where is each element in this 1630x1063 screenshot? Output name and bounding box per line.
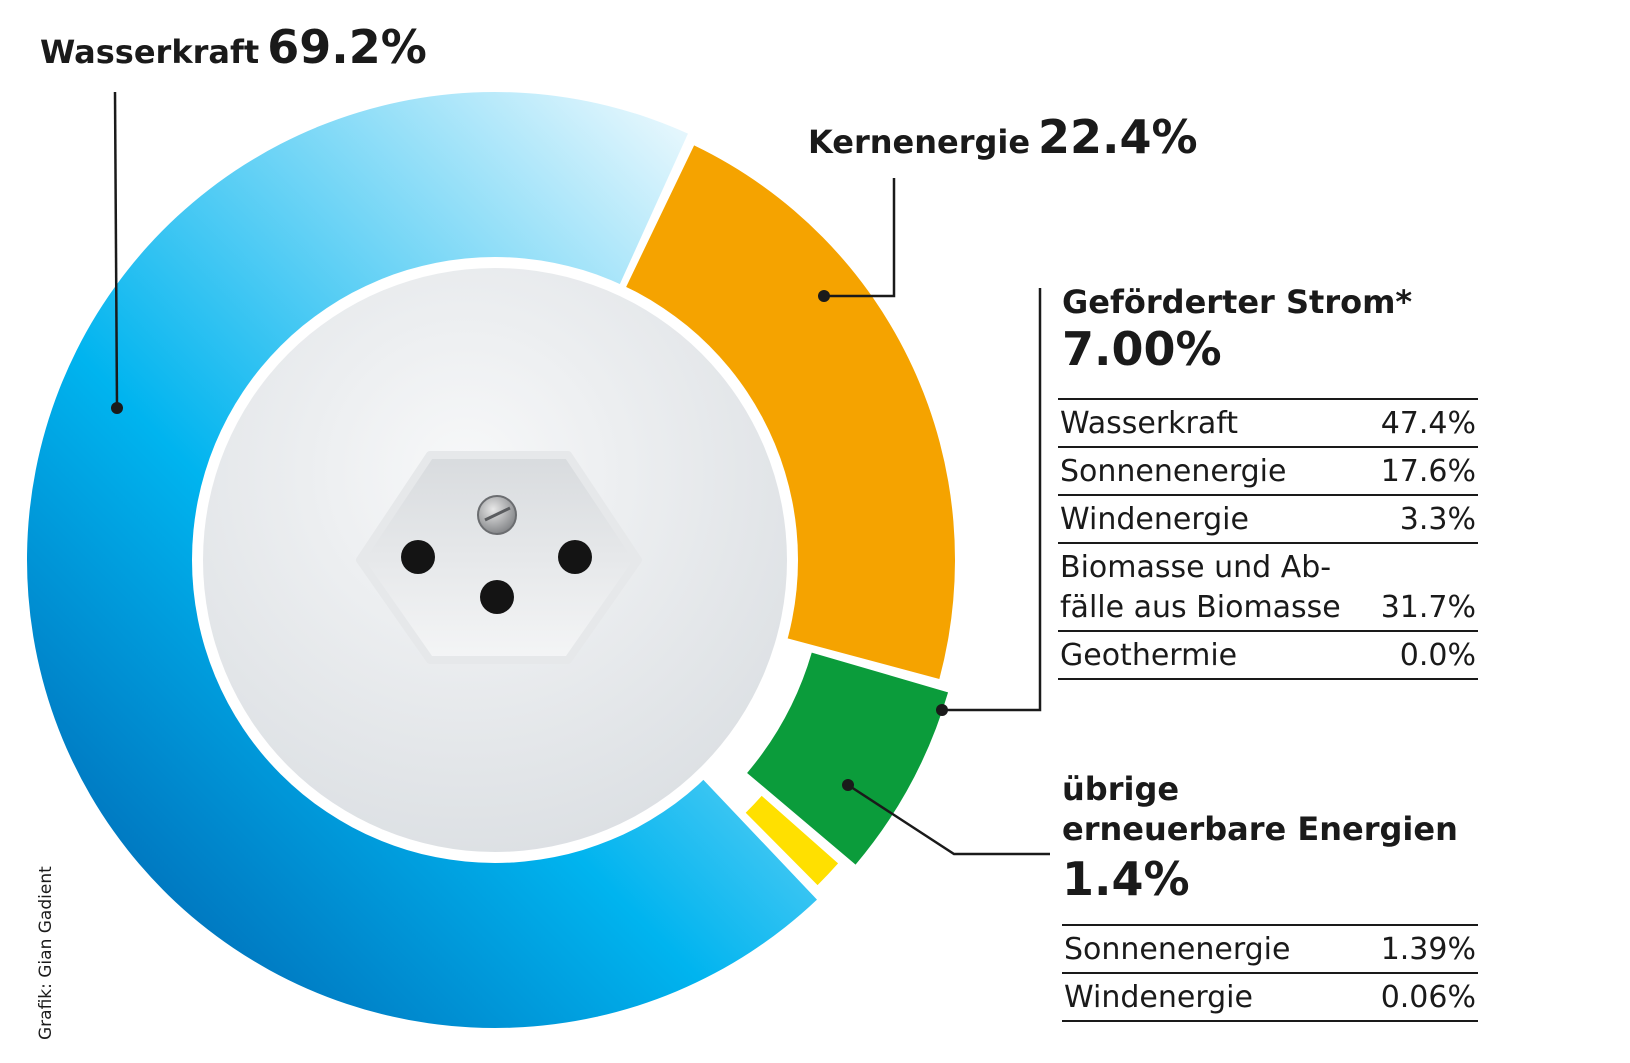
gefoerderter-strom-row-name: Wasserkraft [1060,406,1239,441]
uebrige-erneuerbare-row-value: 1.39% [1380,932,1476,967]
gefoerderter-strom-row-name: Geothermie [1060,638,1238,673]
socket-recess [356,451,642,664]
socket-screw-slot [484,506,511,522]
label-uebrige-title-line1: übrige [1062,770,1180,808]
slice-gefoerderter-strom [747,652,949,865]
leader-dot-wasserkraft [111,402,123,414]
leader-uebrige [847,783,1050,856]
leader-lines [111,91,1050,856]
slice-uebrige-erneuerbare [745,795,839,886]
breakdown-table-gefoerderter-strom: Wasserkraft 47.4% Sonnenenergie 17.6% Winden… [1058,398,1478,680]
leader-gefoerderter-strom [942,288,1042,712]
label-uebrige-title-line2: erneuerbare Energien [1062,810,1458,848]
gefoerderter-strom-row-name: Windenergie [1060,502,1249,537]
label-wasserkraft-name: Wasserkraft [40,33,260,71]
leader-dot-gefoerderter-strom [936,704,948,716]
leader-kernenergie [824,178,896,298]
breakdown-table-uebrige-erneuerbare: Sonnenenergie 1.39% Windenergie 0.06% [1062,924,1478,1022]
uebrige-erneuerbare-row: Sonnenenergie 1.39% [1062,926,1478,974]
leader-dot-kernenergie [818,290,830,302]
label-wasserkraft: Wasserkraft 69.2% [40,20,427,74]
uebrige-erneuerbare-row-name: Sonnenenergie [1064,932,1291,967]
gefoerderter-strom-row: Windenergie 3.3% [1058,496,1478,544]
gefoerderter-strom-row-value: 3.3% [1399,502,1476,537]
socket-pin-right [558,540,592,574]
label-kernenergie: Kernenergie 22.4% [808,110,1198,164]
label-kernenergie-value: 22.4% [1038,110,1198,164]
gefoerderter-strom-row-name: Biomasse und Ab- fälle aus Biomasse [1060,550,1341,625]
gefoerderter-strom-row-value: 47.4% [1380,406,1476,441]
gefoerderter-strom-row: Wasserkraft 47.4% [1058,400,1478,448]
leader-wasserkraft [113,91,119,409]
label-uebrige-value: 1.4% [1062,852,1190,906]
uebrige-erneuerbare-row: Windenergie 0.06% [1062,974,1478,1022]
uebrige-erneuerbare-row-value: 0.06% [1380,980,1476,1015]
slice-wasserkraft [27,92,817,1028]
gefoerderter-strom-row-value: 0.0% [1399,638,1476,673]
gefoerderter-strom-row: Sonnenenergie 17.6% [1058,448,1478,496]
leader-dot-uebrige [842,779,854,791]
label-kernenergie-name: Kernenergie [808,123,1031,161]
gefoerderter-strom-row: Biomasse und Ab- fälle aus Biomasse 31.7% [1058,544,1478,632]
label-gefoerderter-strom-value: 7.00% [1062,322,1222,376]
credit-text: Grafik: Gian Gadient [36,866,56,1040]
gefoerderter-strom-row: Geothermie 0.0% [1058,632,1478,680]
gefoerderter-strom-row-name: Sonnenenergie [1060,454,1287,489]
socket-photo [192,257,798,863]
label-wasserkraft-value: 69.2% [267,20,427,74]
label-gefoerderter-strom-title: Geförderter Strom* [1062,283,1413,321]
socket-pin-bottom [480,580,514,614]
slice-kernenergie [624,145,956,679]
uebrige-erneuerbare-row-name: Windenergie [1064,980,1253,1015]
socket-pin-left [401,540,435,574]
gefoerderter-strom-row-value: 31.7% [1380,590,1476,625]
gefoerderter-strom-row-value: 17.6% [1380,454,1476,489]
